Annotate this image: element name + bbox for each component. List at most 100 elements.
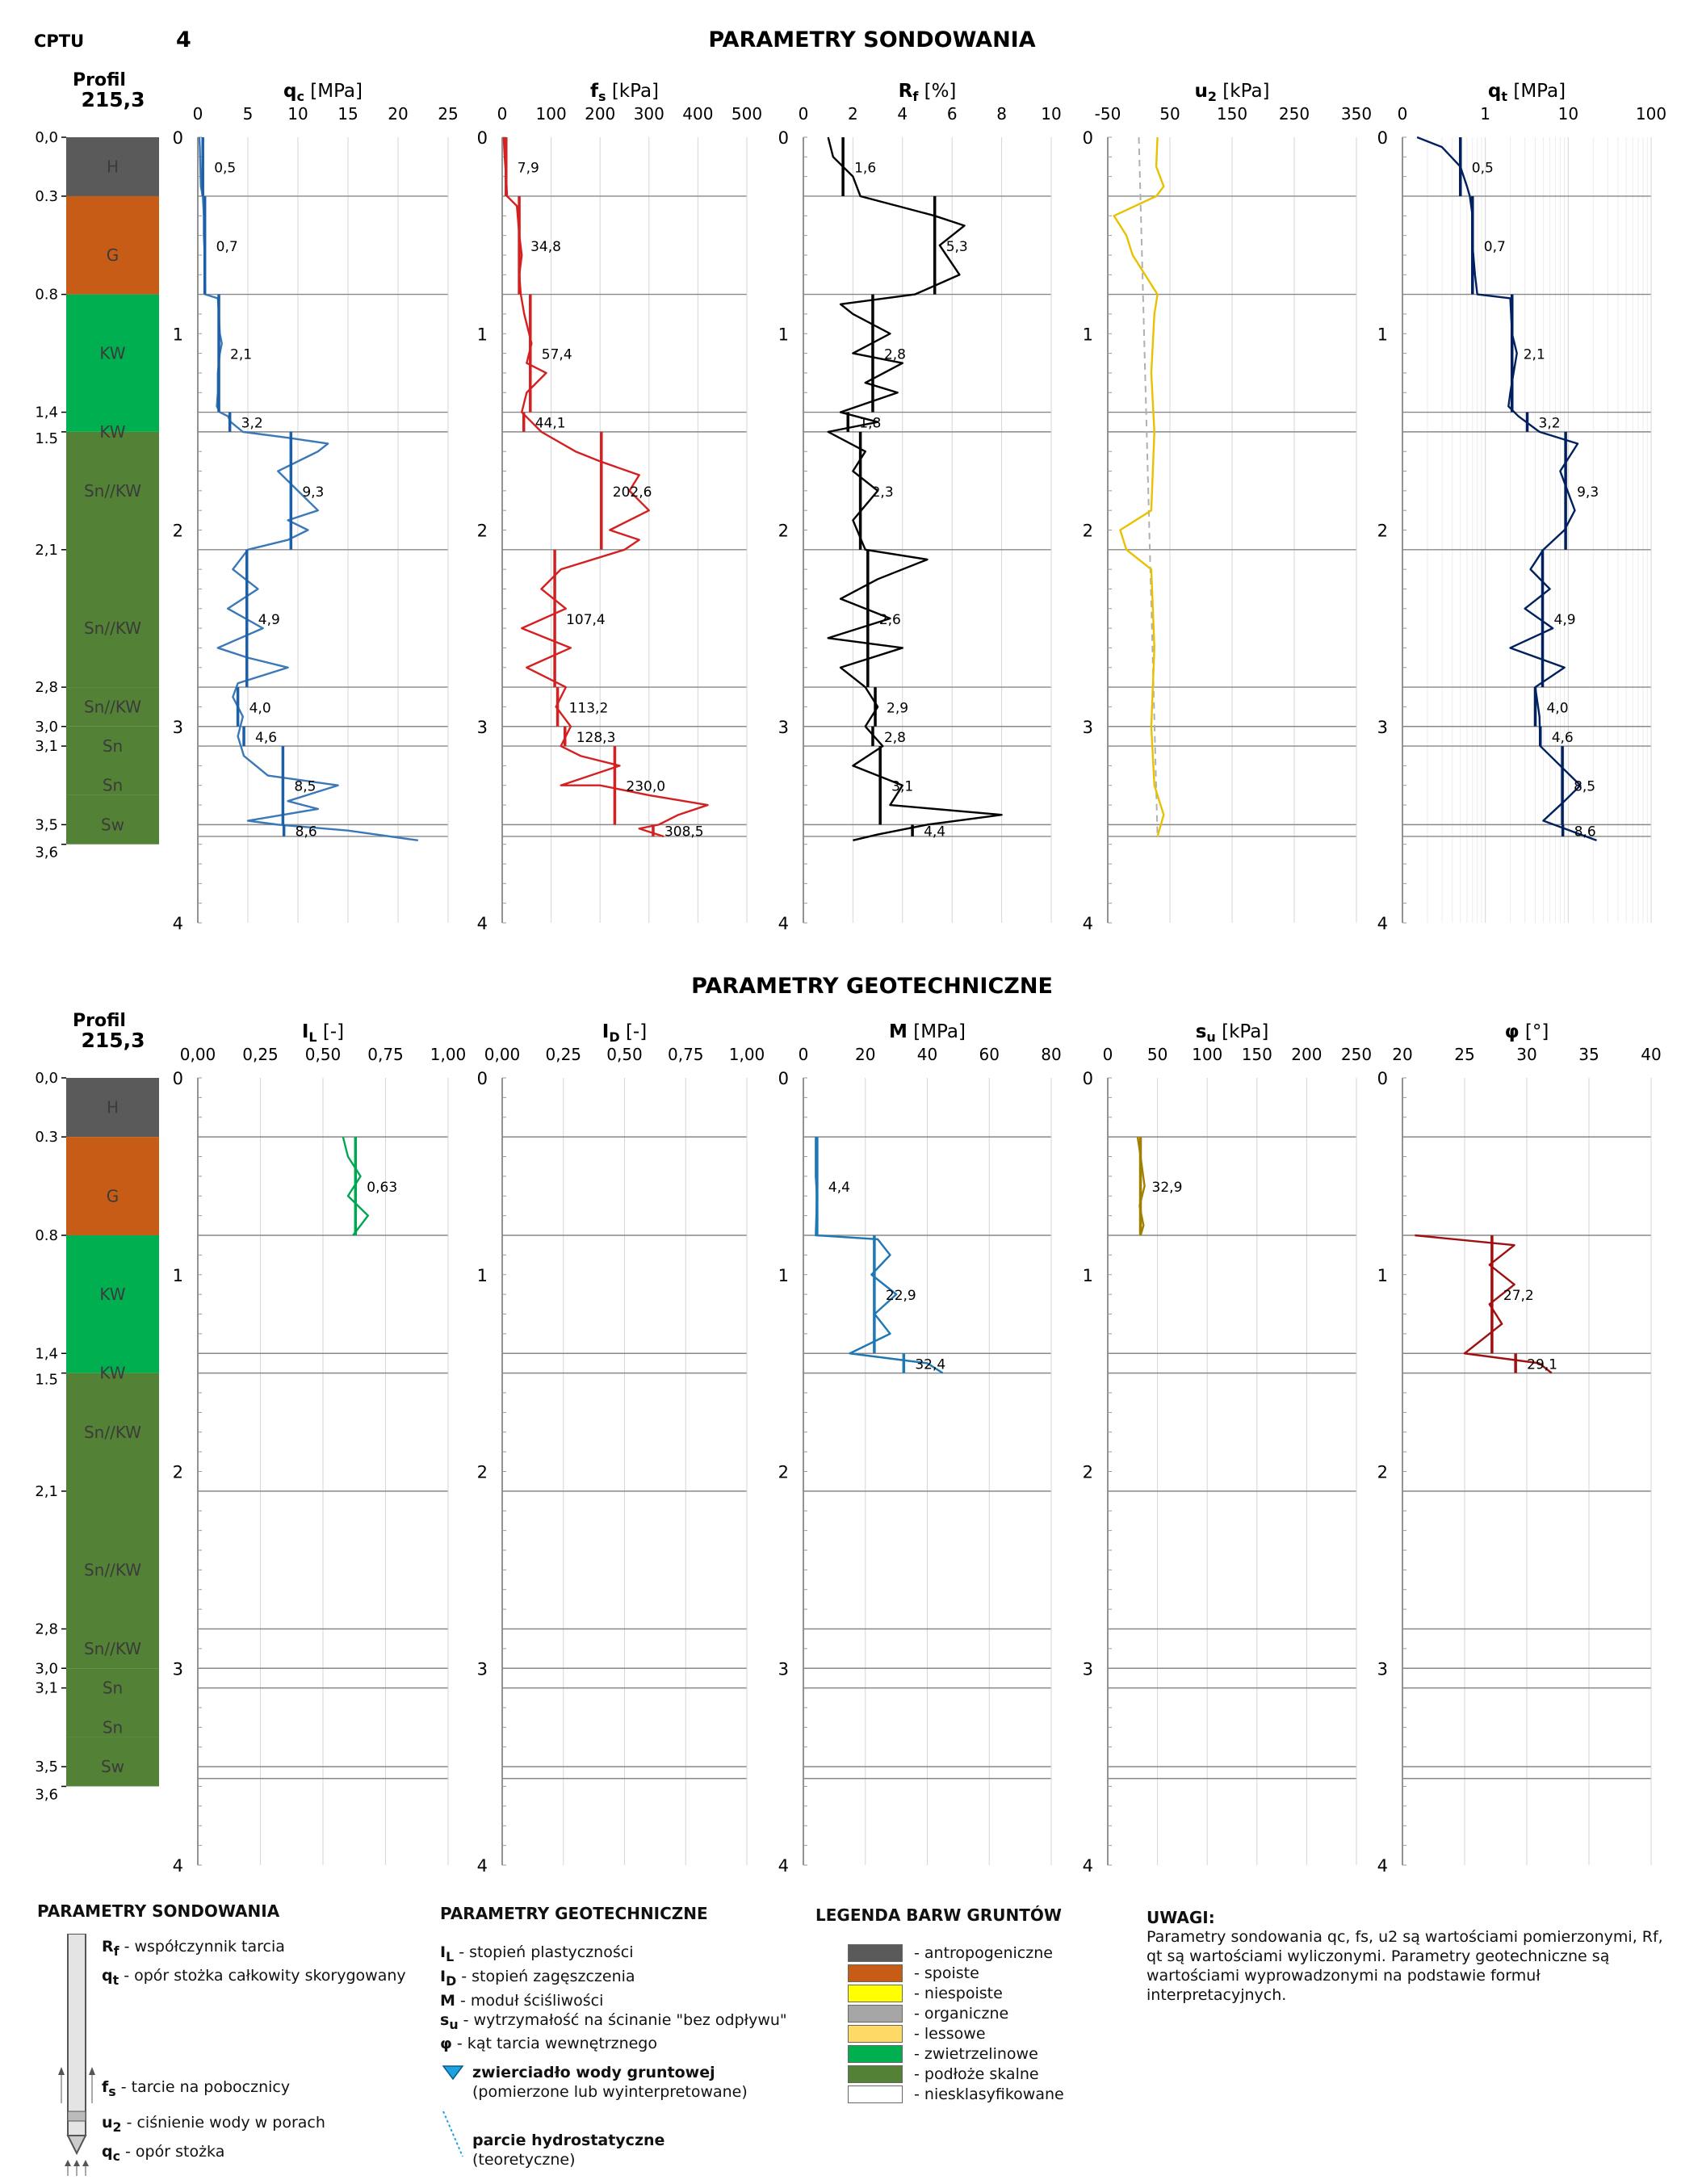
chart-title: qc [MPa]: [283, 81, 363, 104]
x-tick-label: 0,50: [305, 1045, 342, 1064]
mean-label: 0,7: [1484, 239, 1506, 255]
y-tick-label: 4: [1083, 1856, 1093, 1876]
legend-color-row: - lessowe: [848, 2023, 1106, 2044]
profile-layer-1: [66, 195, 159, 295]
legend-hydro: parcie hydrostatyczne (teoretyczne): [440, 2110, 844, 2169]
profile-depth-label: 1.5: [35, 430, 58, 447]
y-tick-label: 2: [1377, 522, 1388, 541]
mean-label: 4,4: [924, 824, 945, 840]
x-tick-label: 2: [848, 104, 858, 124]
y-tick-label: 3: [477, 1659, 488, 1679]
y-tick-label: 4: [1377, 914, 1388, 933]
y-tick-label: 2: [778, 1463, 789, 1482]
chart-phi: 20 25 30 35 40 0 1 2 3 4 φ [°] 27,2 29,1: [1377, 1021, 1662, 1876]
x-tick-label: 500: [732, 104, 762, 124]
profile-layer-label: KW: [99, 344, 125, 363]
y-tick-label: 1: [173, 1266, 183, 1285]
y-tick-label: 3: [778, 718, 789, 737]
x-tick-label: 100: [1192, 1045, 1222, 1064]
profile-elevation: 215,3: [81, 88, 145, 111]
y-tick-label: 0: [1083, 1069, 1093, 1088]
legend-color-row: - niesklasyfikowane: [848, 2084, 1106, 2104]
profile-layer-5: [66, 726, 159, 795]
x-tick-label: 250: [1341, 1045, 1372, 1064]
profile-layer-label: G: [107, 1186, 119, 1205]
x-tick-label: 35: [1578, 1045, 1599, 1064]
legend-color-swatch: [848, 2085, 903, 2103]
mean-label: 22,9: [886, 1288, 916, 1304]
x-tick-label: 0: [497, 104, 508, 124]
mean-label: 0,7: [216, 239, 238, 255]
legend-sond-row-4: qc - opór stożka: [102, 2143, 225, 2164]
chart-qc: 0 5 10 15 20 25 0 1 2 3 4 qc [MPa] 0,5 0,7 2,1 3,2 9,3 4,…: [173, 81, 459, 933]
profile-layer-label: G: [107, 245, 119, 265]
profile-layer-label: Sw: [101, 1757, 124, 1776]
x-tick-label: 200: [585, 104, 615, 124]
y-tick-label: 3: [1377, 718, 1388, 737]
mean-label: 8,6: [296, 824, 317, 840]
profile-depth-label: 2,8: [35, 1621, 58, 1638]
chart-title: u2 [kPa]: [1194, 81, 1269, 104]
chart-u2: -50 50 150 250 350 0 1 2 3 4 u2 [kPa]: [1083, 81, 1372, 933]
profile-depth-label: 0.3: [35, 1129, 58, 1146]
x-tick-label: 20: [1392, 1045, 1412, 1064]
profile-layer-6: [66, 794, 159, 845]
profile-depth-label: 1,4: [35, 405, 58, 421]
mean-label: 107,4: [566, 612, 606, 628]
x-tick-label: 250: [1279, 104, 1310, 124]
y-tick-label: 0: [778, 1069, 789, 1088]
mean-label: 32,4: [915, 1356, 945, 1373]
y-tick-label: 0: [778, 128, 789, 148]
legend-color-text: - niesklasyfikowane: [914, 2085, 1064, 2103]
profile-layer-label: Sn//KW: [84, 618, 141, 638]
profile-elevation: 215,3: [81, 1029, 145, 1052]
y-tick-label: 1: [1083, 325, 1093, 344]
mean-label: 0,5: [1472, 160, 1494, 176]
mean-label: 2,9: [887, 700, 908, 716]
series-m: [815, 1137, 944, 1374]
mean-label: 3,2: [1539, 416, 1561, 432]
profile-layer-label: Sn: [103, 1717, 123, 1737]
profile-layer-label: Sn//KW: [84, 481, 141, 501]
x-tick-label: 0: [1103, 1045, 1113, 1064]
x-tick-label: 50: [1159, 104, 1180, 124]
legend-geotechniczne: PARAMETRY GEOTECHNICZNE IL - stopień pla…: [440, 1904, 844, 2169]
x-tick-label: 4: [897, 104, 908, 124]
legend-geo-row-3: su - wytrzymałość na ścinanie "bez odpły…: [440, 2010, 787, 2032]
x-tick-label: 25: [438, 104, 458, 124]
legend-sond-row-2: fs - tarcie na pobocznicy: [102, 2078, 291, 2099]
series-u2: [1113, 136, 1165, 837]
chart-title: su [kPa]: [1196, 1021, 1269, 1045]
legend-color-row: - spoiste: [848, 1963, 1106, 1983]
hydrostatic-line: [1138, 136, 1159, 836]
profile-layer-label: Sn//KW: [84, 697, 141, 716]
section1-title: PARAMETRY SONDOWANIA: [708, 27, 1035, 52]
x-tick-label: 0: [799, 104, 809, 124]
legend-color-text: - antropogeniczne: [914, 1943, 1053, 1962]
mean-label: 1,6: [854, 160, 876, 176]
y-tick-label: 2: [1377, 1463, 1388, 1482]
legend-color-row: - podłoże skalne: [848, 2064, 1106, 2084]
legend-geo-title: PARAMETRY GEOTECHNICZNE: [440, 1904, 708, 1923]
chart-su: 0 50 100 150 200 250 0 1 2 3 4 su [kPa] 32,9: [1083, 1021, 1372, 1876]
profile-layer-label: KW: [99, 1364, 125, 1383]
mean-label: 29,1: [1527, 1356, 1557, 1373]
profile-depth-label: 3,1: [35, 1680, 58, 1697]
legend-color-rows: - antropogeniczne - spoiste - niespoiste - …: [848, 1943, 1106, 2104]
profile-depth-label: 3,1: [35, 738, 58, 755]
legend-geo-row-1: ID - stopień zagęszczenia: [440, 1967, 635, 1989]
profile-layer-label: Sw: [101, 815, 124, 834]
legend-color-text: - lessowe: [914, 2024, 986, 2043]
y-tick-label: 0: [173, 1069, 183, 1088]
legend-color-row: - organiczne: [848, 2003, 1106, 2023]
chart-fs: 0 100 200 300 400 500 0 1 2 3 4 fs [kPa] 7,9 34,8 57,4…: [477, 81, 762, 933]
y-tick-label: 4: [1083, 914, 1093, 933]
profile-layer-3: [66, 431, 159, 688]
legend-sond-row-0: Rf - współczynnik tarcia: [102, 1938, 285, 1959]
y-tick-label: 1: [1377, 325, 1388, 344]
y-tick-label: 0: [1377, 1069, 1388, 1088]
y-tick-label: 4: [477, 914, 488, 933]
legend-color-swatch: [848, 2065, 903, 2083]
y-tick-label: 4: [173, 1856, 183, 1876]
